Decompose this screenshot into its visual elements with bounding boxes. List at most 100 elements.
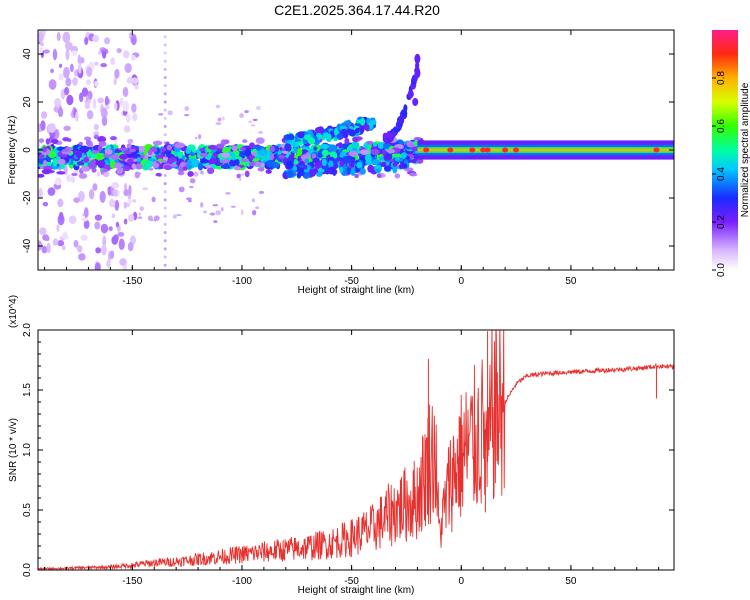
band-cell xyxy=(95,152,106,160)
noise-speck xyxy=(139,206,144,212)
band-halo xyxy=(222,158,228,164)
noise-speck xyxy=(163,247,167,251)
noise-speck xyxy=(163,35,167,39)
top-x-tick-label: 50 xyxy=(565,276,577,287)
noise-speck xyxy=(94,61,99,66)
noise-speck xyxy=(163,263,167,267)
band-halo xyxy=(110,154,120,160)
band-halo xyxy=(155,154,164,159)
noise-speck xyxy=(111,235,119,245)
noise-speck xyxy=(167,110,173,116)
band-cell xyxy=(328,145,335,152)
band-halo xyxy=(71,172,78,177)
band-halo xyxy=(244,170,250,178)
band-halo xyxy=(88,162,97,169)
bottom-y-tick-label: 2.0 xyxy=(22,323,33,337)
band-halo xyxy=(118,147,129,151)
noise-speck xyxy=(68,215,77,225)
noise-speck xyxy=(123,201,127,209)
band-halo xyxy=(381,149,386,156)
noise-speck xyxy=(122,86,129,98)
noise-speck xyxy=(163,116,167,120)
band-halo xyxy=(233,166,241,171)
noise-speck xyxy=(48,123,56,133)
upward-branch-cell xyxy=(401,109,408,118)
noise-speck xyxy=(215,104,220,109)
branch-cell xyxy=(398,164,405,169)
branch-cell xyxy=(383,165,392,172)
noise-speck xyxy=(200,170,204,175)
band-halo xyxy=(140,154,145,159)
noise-speck xyxy=(96,171,100,177)
noise-speck xyxy=(163,51,167,55)
branch-cell xyxy=(326,133,332,141)
noise-speck xyxy=(78,92,84,103)
top-y-tick-label: 20 xyxy=(22,96,33,108)
branch-cell xyxy=(287,143,292,152)
band-halo xyxy=(152,162,160,169)
band-halo xyxy=(344,137,350,145)
band-cell xyxy=(79,145,90,153)
branch-cell xyxy=(304,158,309,164)
noise-speck xyxy=(213,220,218,224)
band-cell xyxy=(351,141,360,149)
noise-speck xyxy=(184,106,190,112)
branch-cell xyxy=(303,164,308,170)
branch-cell xyxy=(356,161,363,169)
noise-speck xyxy=(240,209,244,216)
band-halo xyxy=(143,154,149,160)
noise-speck xyxy=(84,36,89,46)
band-cell xyxy=(235,158,240,166)
tone-peak xyxy=(653,147,660,153)
noise-speck xyxy=(163,190,167,194)
noise-speck xyxy=(86,110,94,120)
band-halo xyxy=(175,142,185,148)
band-cell xyxy=(186,159,192,166)
noise-speck xyxy=(76,244,83,253)
band-halo xyxy=(56,171,66,175)
branch-cell xyxy=(395,156,400,162)
noise-speck xyxy=(75,111,79,122)
band-halo xyxy=(113,162,123,169)
noise-speck xyxy=(57,107,64,118)
noise-speck xyxy=(132,199,137,203)
noise-speck xyxy=(117,231,125,237)
noise-speck xyxy=(69,63,74,73)
noise-speck xyxy=(209,212,216,216)
noise-speck xyxy=(252,118,258,122)
band-cell xyxy=(319,143,330,150)
branch-cell xyxy=(359,167,366,175)
noise-speck xyxy=(101,116,108,127)
band-halo xyxy=(80,165,91,172)
noise-speck xyxy=(81,87,89,97)
noise-speck xyxy=(178,186,185,193)
branch-cell xyxy=(400,152,407,159)
noise-speck xyxy=(71,50,78,57)
noise-speck xyxy=(42,201,49,207)
noise-speck xyxy=(104,95,109,107)
band-halo xyxy=(57,158,66,165)
branch-cell xyxy=(336,133,343,139)
top-x-tick-label: -150 xyxy=(122,276,142,287)
noise-speck xyxy=(57,198,64,208)
band-halo xyxy=(179,162,186,167)
branch-cell xyxy=(348,129,356,137)
noise-speck xyxy=(163,231,167,235)
band-halo xyxy=(42,160,48,167)
noise-speck xyxy=(111,181,120,189)
band-halo xyxy=(242,139,248,143)
branch-cell xyxy=(286,170,294,179)
noise-speck xyxy=(63,125,71,131)
noise-speck xyxy=(94,80,99,87)
tone-peak xyxy=(480,147,487,153)
noise-speck xyxy=(102,171,110,178)
noise-speck xyxy=(163,182,167,186)
branch-cell xyxy=(339,160,345,167)
noise-speck xyxy=(203,210,207,214)
tone-peak xyxy=(447,147,454,153)
band-halo xyxy=(104,148,113,155)
noise-speck xyxy=(250,124,256,127)
band-halo xyxy=(168,157,177,163)
noise-speck xyxy=(189,178,196,184)
